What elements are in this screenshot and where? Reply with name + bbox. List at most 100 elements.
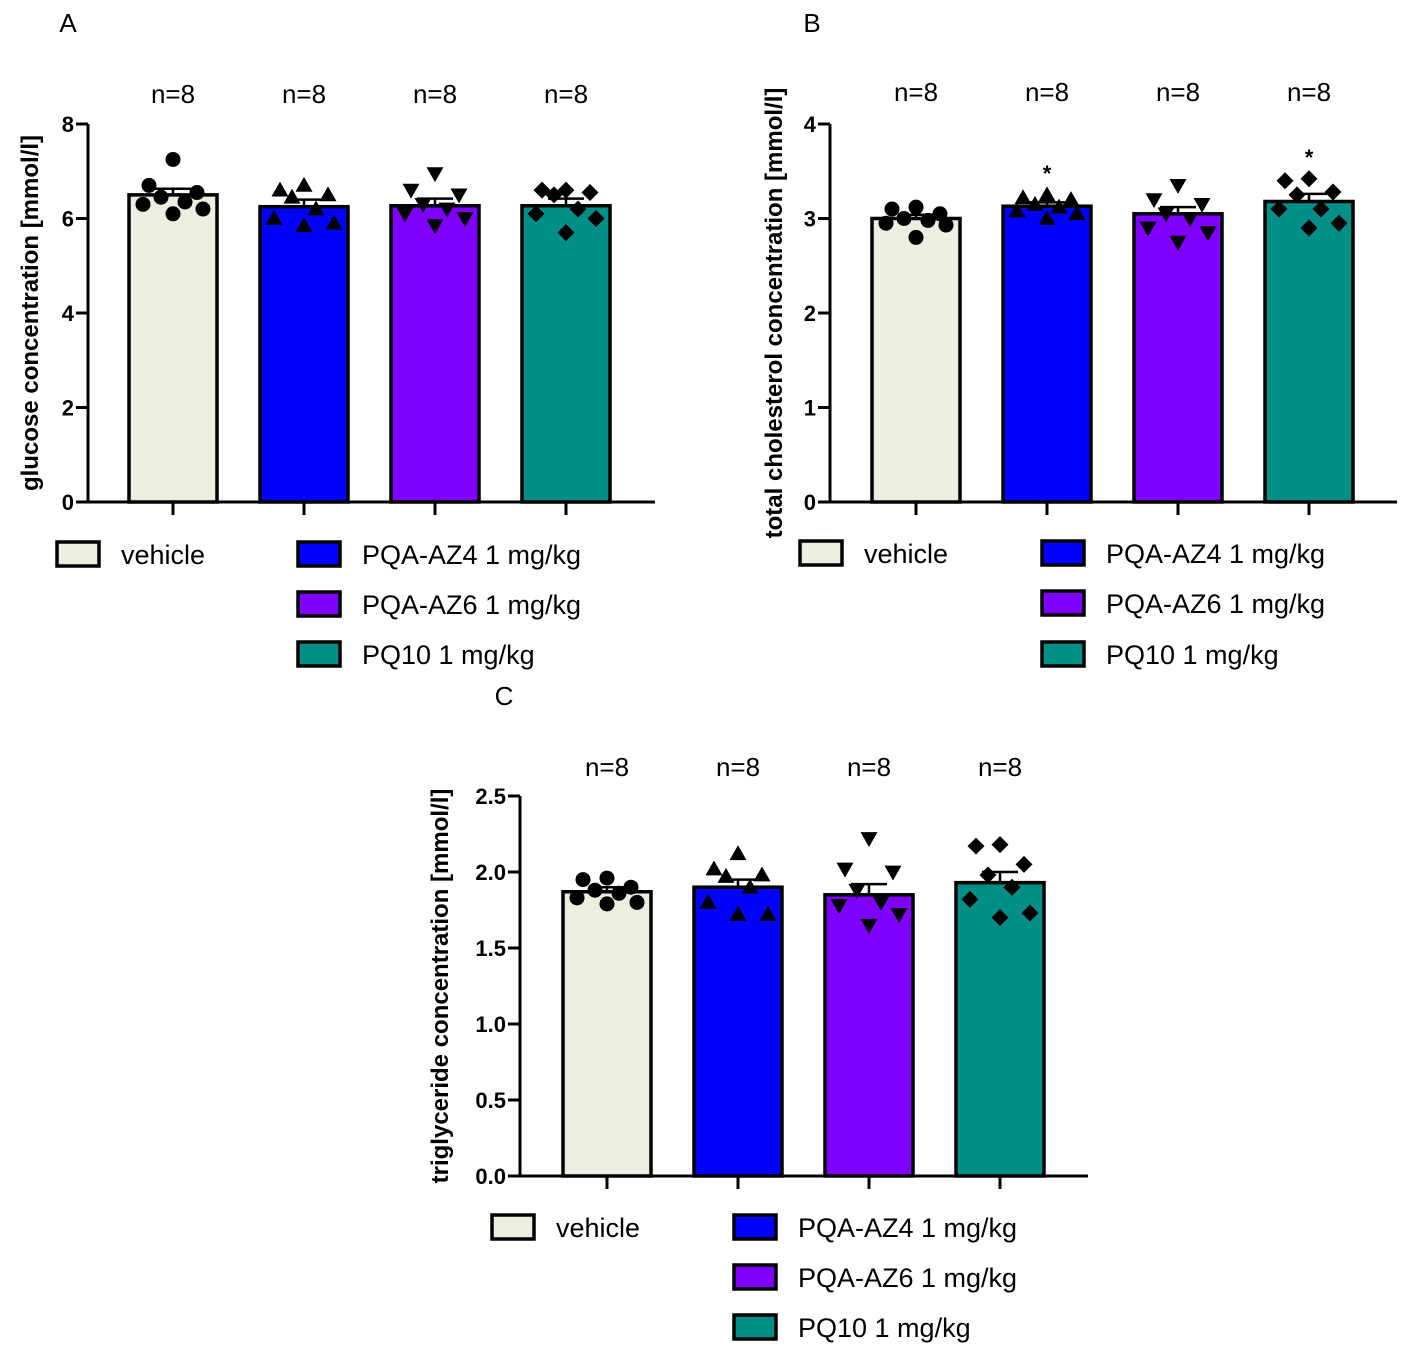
data-point xyxy=(1145,193,1163,209)
data-point xyxy=(705,860,723,876)
data-point xyxy=(611,885,627,901)
data-point xyxy=(753,866,771,882)
data-point xyxy=(141,177,157,193)
legend-label: vehicle xyxy=(556,1213,640,1243)
data-point xyxy=(729,845,747,861)
n-label: n=8 xyxy=(585,752,629,782)
data-point xyxy=(426,167,444,183)
y-tick-label: 4 xyxy=(62,301,75,326)
data-point xyxy=(629,894,645,910)
legend-swatch xyxy=(296,590,342,618)
data-point xyxy=(1038,186,1056,202)
data-point xyxy=(896,211,912,226)
data-point xyxy=(1181,212,1199,227)
n-label: n=8 xyxy=(978,752,1022,782)
n-label: n=8 xyxy=(413,79,457,109)
panel-letter: C xyxy=(495,681,514,711)
data-point xyxy=(599,870,615,886)
bar-4 xyxy=(520,203,612,504)
bar-3 xyxy=(1132,212,1224,504)
legend-swatch xyxy=(732,1263,778,1291)
data-point xyxy=(195,201,211,217)
legend-swatch xyxy=(732,1313,778,1341)
n-label: n=8 xyxy=(716,752,760,782)
data-point xyxy=(545,186,563,204)
data-point xyxy=(848,883,866,899)
data-point xyxy=(1015,855,1033,873)
data-point xyxy=(587,882,603,898)
data-point xyxy=(884,865,902,881)
data-point xyxy=(1050,198,1068,214)
y-tick-label: 0 xyxy=(62,490,74,515)
legend-label: PQA-AZ4 1 mg/kg xyxy=(798,1213,1017,1243)
data-point xyxy=(1038,210,1056,225)
data-point xyxy=(265,210,283,225)
data-point xyxy=(438,202,456,218)
panel-letter: A xyxy=(59,8,77,38)
data-point xyxy=(860,832,878,848)
data-point xyxy=(908,229,924,245)
data-point xyxy=(920,212,936,228)
legend-swatch xyxy=(55,540,101,568)
bar-1 xyxy=(870,216,962,504)
data-point xyxy=(165,151,181,167)
y-tick-label: 1 xyxy=(804,396,816,421)
y-tick-label: 1.5 xyxy=(475,936,506,961)
y-tick-label: 0.5 xyxy=(475,1088,506,1113)
data-point xyxy=(295,176,313,192)
data-point xyxy=(402,183,420,199)
data-point xyxy=(872,896,890,911)
n-label: n=8 xyxy=(1025,77,1069,107)
significance-marker: * xyxy=(1305,145,1314,170)
data-point xyxy=(426,219,444,235)
y-tick-label: 2 xyxy=(62,396,74,421)
legend-swatch xyxy=(1040,640,1086,668)
legend-swatch xyxy=(1040,539,1086,567)
bar-1 xyxy=(561,890,653,1178)
data-point xyxy=(189,185,205,201)
legend-label: PQA-AZ6 1 mg/kg xyxy=(1106,589,1325,619)
y-tick-label: 6 xyxy=(62,207,74,232)
data-point xyxy=(527,205,545,223)
legend-label: PQ10 1 mg/kg xyxy=(362,640,535,670)
y-tick-label: 2 xyxy=(804,301,816,326)
legend-label: PQA-AZ4 1 mg/kg xyxy=(362,540,581,570)
data-point xyxy=(575,872,591,888)
bar-1 xyxy=(127,193,219,504)
data-point xyxy=(283,188,301,204)
data-point xyxy=(587,210,605,227)
data-point xyxy=(1157,207,1175,223)
legend-label: PQA-AZ6 1 mg/kg xyxy=(362,590,581,620)
data-point xyxy=(830,899,848,914)
y-tick-label: 2.0 xyxy=(475,860,506,885)
n-label: n=8 xyxy=(544,79,588,109)
bar-3 xyxy=(823,893,915,1178)
y-tick-label: 3 xyxy=(804,207,816,232)
legend-label: PQA-AZ4 1 mg/kg xyxy=(1106,539,1325,569)
legend-label: vehicle xyxy=(864,539,948,569)
data-point xyxy=(165,206,181,222)
data-point xyxy=(177,194,193,210)
data-point xyxy=(557,224,575,242)
data-point xyxy=(717,868,735,883)
data-point xyxy=(759,906,777,921)
data-point xyxy=(153,189,169,205)
data-point xyxy=(450,188,468,204)
data-point xyxy=(890,908,908,924)
y-tick-label: 0 xyxy=(804,490,816,515)
n-label: n=8 xyxy=(151,79,195,109)
data-point xyxy=(581,184,599,202)
data-point xyxy=(1139,221,1157,237)
significance-marker: * xyxy=(1043,161,1052,186)
data-point xyxy=(741,878,759,894)
data-point xyxy=(1021,904,1039,922)
y-axis-label: glucose concentration [mmol/l] xyxy=(17,135,44,491)
data-point xyxy=(295,217,313,232)
legend-swatch xyxy=(732,1213,778,1241)
data-point xyxy=(836,862,854,878)
data-point xyxy=(991,836,1009,854)
data-point xyxy=(569,200,587,218)
data-point xyxy=(319,186,337,202)
